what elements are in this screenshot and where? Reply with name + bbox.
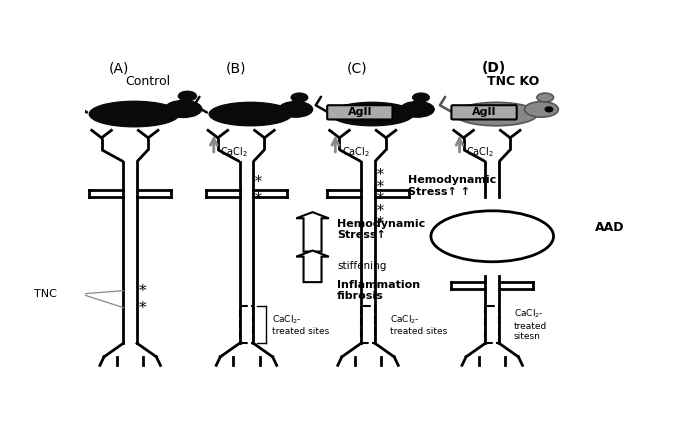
Text: Inflammation
fibrosis: Inflammation fibrosis: [337, 280, 420, 301]
Text: (C): (C): [347, 61, 368, 75]
Text: Hemodynamic
Stress↑ ↑: Hemodynamic Stress↑ ↑: [408, 175, 496, 197]
Text: Control: Control: [125, 75, 170, 88]
Ellipse shape: [279, 101, 312, 117]
Text: *: *: [376, 180, 383, 194]
Ellipse shape: [400, 101, 434, 117]
Bar: [486, 306, 499, 343]
Bar: [361, 306, 375, 343]
Ellipse shape: [89, 101, 179, 127]
Text: (A): (A): [109, 61, 130, 75]
Text: *: *: [138, 284, 146, 298]
Text: CaCl$_2$-
treated
sitesn: CaCl$_2$- treated sitesn: [514, 308, 547, 341]
Circle shape: [545, 107, 552, 112]
Text: *: *: [376, 168, 383, 182]
Text: TNC: TNC: [33, 289, 57, 299]
Text: *: *: [138, 301, 146, 314]
Text: AgII: AgII: [348, 107, 372, 117]
Text: Hemodynamic
Stress↑: Hemodynamic Stress↑: [337, 219, 426, 240]
FancyArrow shape: [296, 250, 329, 282]
Ellipse shape: [291, 93, 308, 102]
Bar: [239, 306, 253, 343]
Text: CaCl$_2$: CaCl$_2$: [466, 146, 494, 159]
Ellipse shape: [209, 102, 292, 126]
Text: *: *: [255, 175, 262, 189]
Text: AgII: AgII: [472, 107, 496, 117]
Text: (B): (B): [225, 61, 246, 75]
Ellipse shape: [431, 211, 554, 262]
Text: TNC KO: TNC KO: [487, 75, 539, 88]
Ellipse shape: [179, 91, 196, 101]
Text: CaCl$_2$-
treated sites: CaCl$_2$- treated sites: [389, 313, 447, 336]
Text: CaCl$_2$: CaCl$_2$: [220, 146, 248, 159]
Text: *: *: [255, 192, 262, 206]
Text: *: *: [376, 204, 383, 218]
Ellipse shape: [524, 101, 559, 117]
Text: *: *: [376, 216, 383, 230]
FancyBboxPatch shape: [327, 105, 393, 120]
Text: stiffening: stiffening: [337, 261, 387, 271]
Ellipse shape: [537, 93, 554, 102]
Text: CaCl$_2$: CaCl$_2$: [342, 146, 370, 159]
Ellipse shape: [455, 102, 537, 126]
Ellipse shape: [165, 101, 202, 117]
Text: (D): (D): [481, 61, 506, 75]
Ellipse shape: [331, 102, 413, 126]
FancyBboxPatch shape: [451, 105, 517, 120]
Text: CaCl$_2$-
treated sites: CaCl$_2$- treated sites: [272, 313, 329, 336]
Text: *: *: [376, 192, 383, 206]
Text: AAD: AAD: [595, 221, 625, 234]
FancyArrow shape: [296, 212, 329, 251]
Ellipse shape: [413, 93, 429, 102]
